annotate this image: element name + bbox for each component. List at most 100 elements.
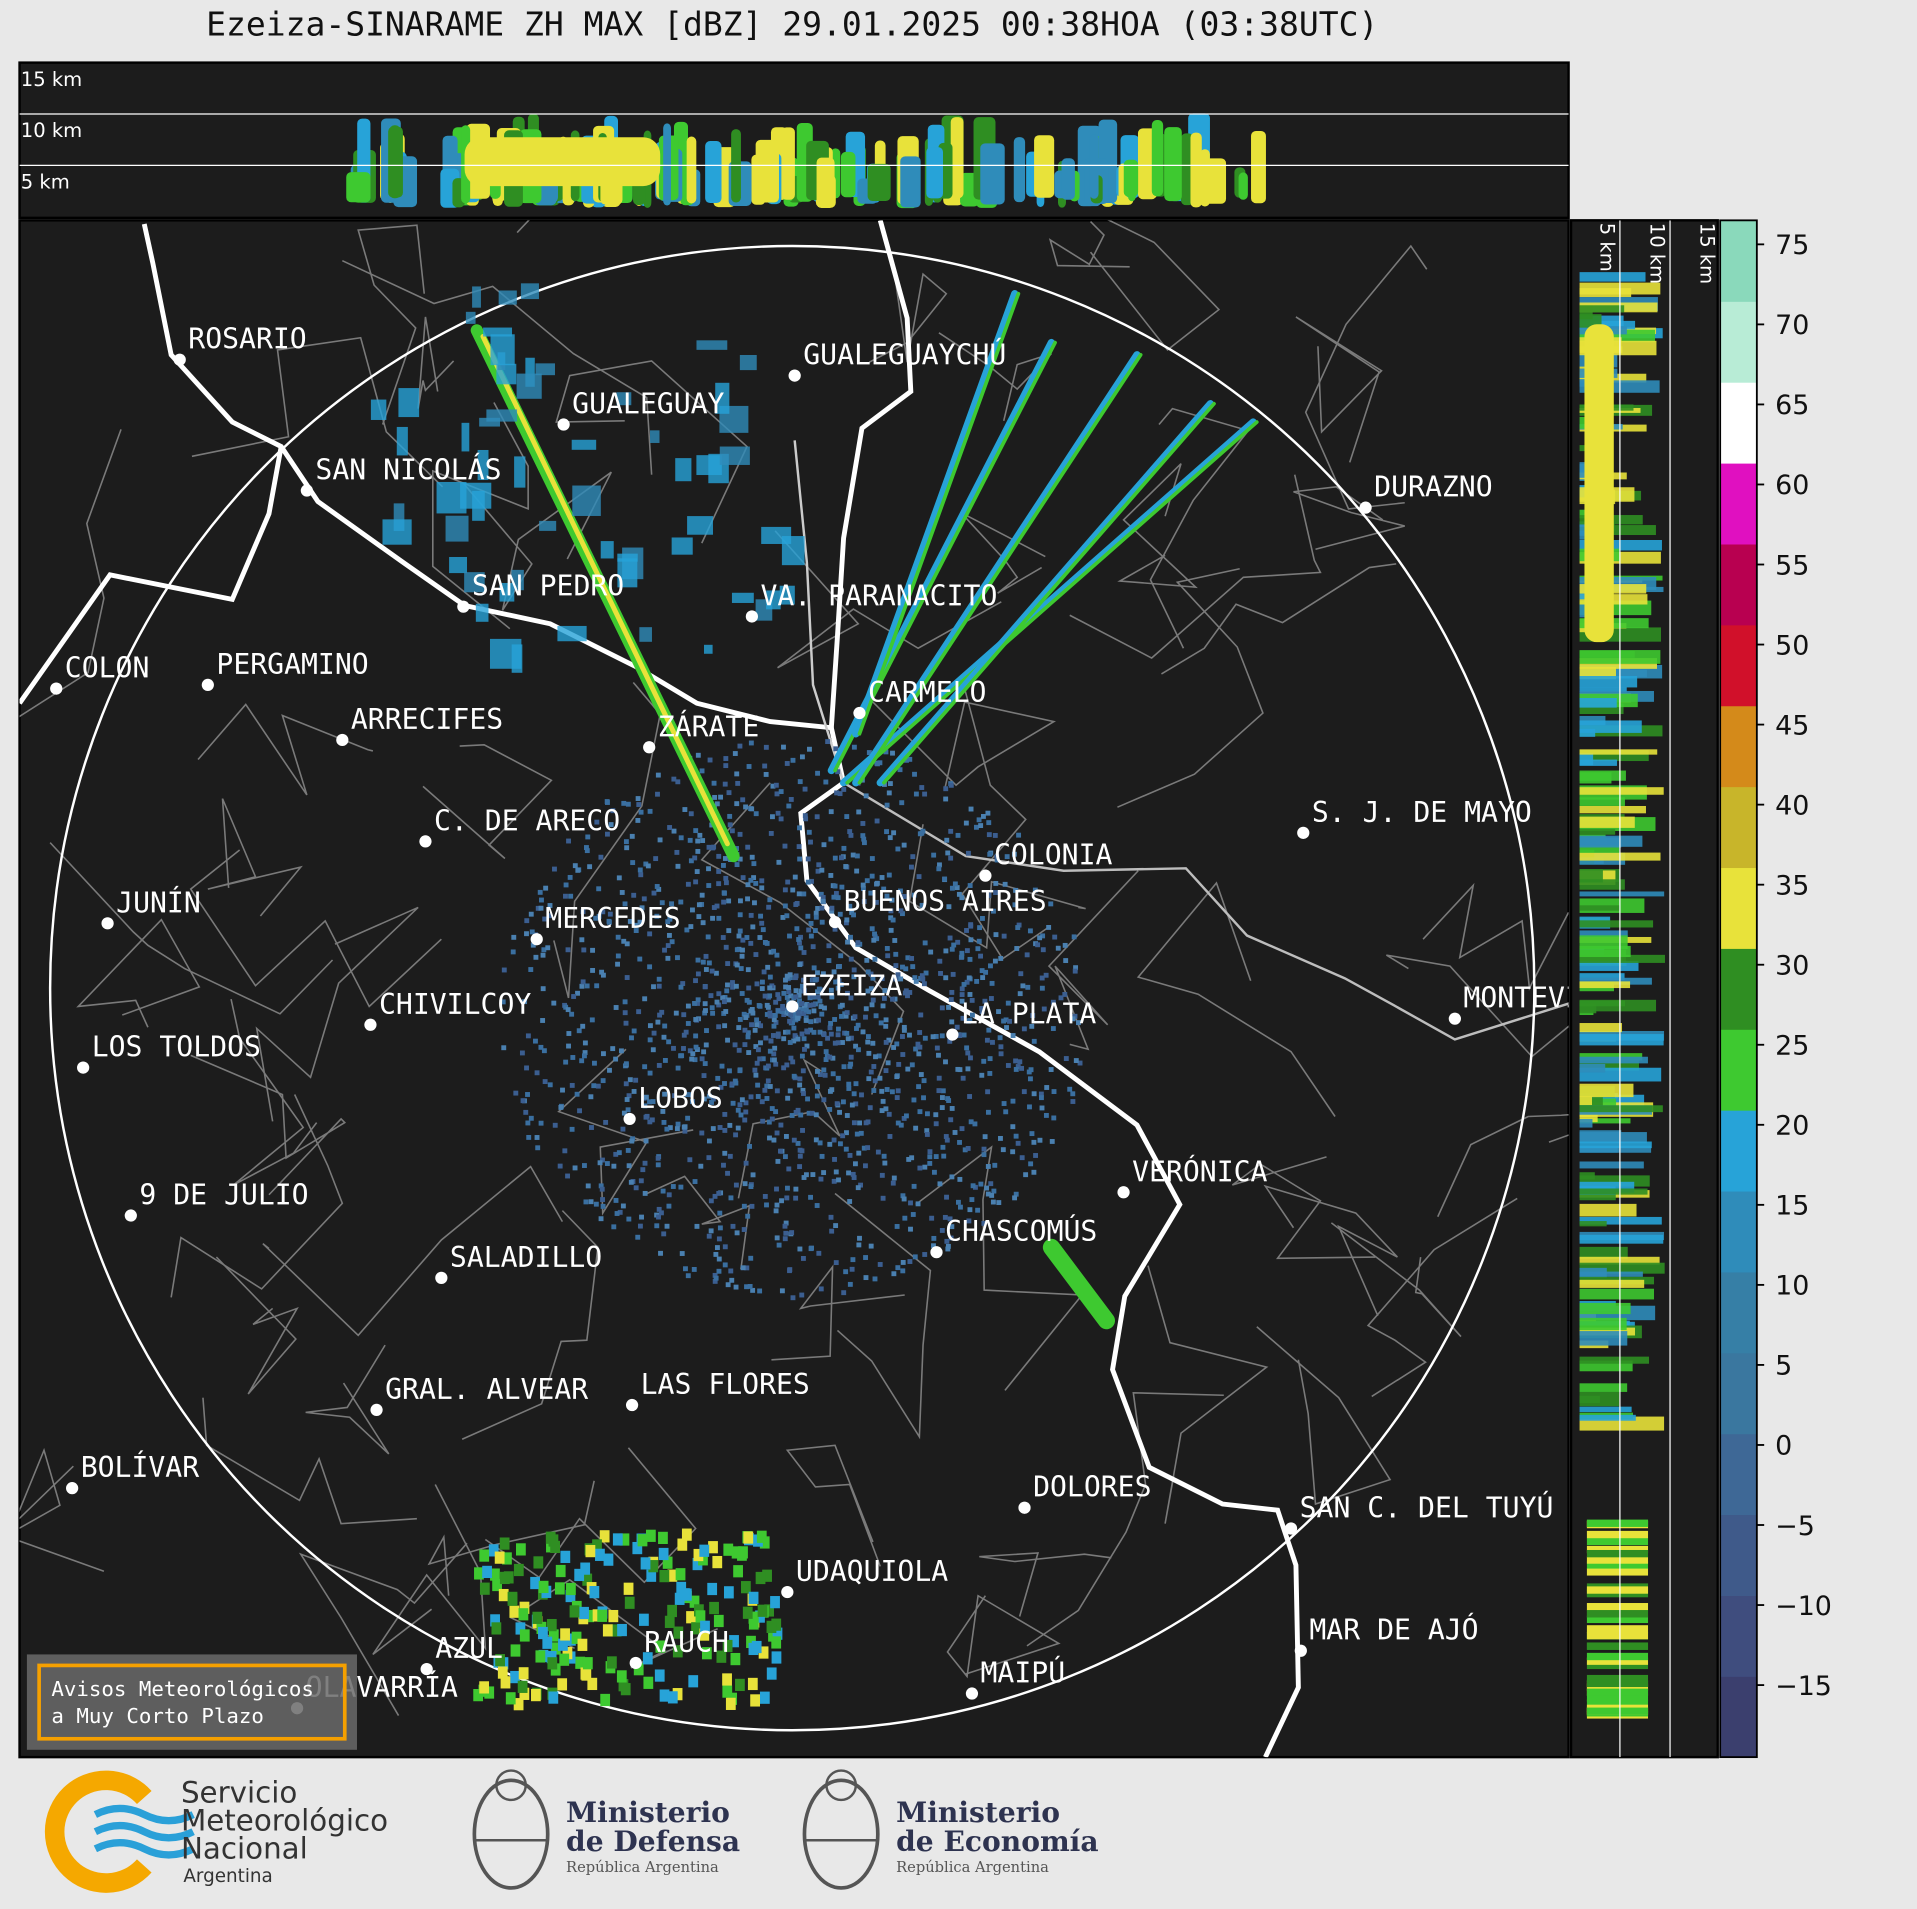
echo: [985, 1191, 991, 1197]
city-dot: [77, 1061, 90, 1074]
echo: [766, 1119, 772, 1125]
echo: [850, 1171, 856, 1177]
echo: [525, 1033, 531, 1039]
echo: [538, 1580, 549, 1594]
boundary: [960, 511, 1046, 594]
echo: [735, 780, 741, 786]
echo: [794, 900, 800, 906]
echo: [872, 931, 877, 937]
echo: [382, 519, 412, 545]
echo: [648, 1560, 659, 1573]
echo: [687, 1157, 693, 1163]
echo: [887, 1134, 893, 1139]
echo: [575, 867, 581, 873]
echo: [775, 810, 781, 816]
echo: [1579, 1356, 1650, 1364]
echo: [948, 1235, 954, 1241]
echo: [734, 862, 740, 868]
echo: [624, 975, 630, 980]
echo: [722, 1150, 728, 1156]
echo: [596, 886, 602, 892]
echo: [1579, 920, 1654, 928]
echo: [846, 1086, 852, 1091]
city-label: VA. PARANACITO: [760, 579, 997, 612]
echo: [829, 908, 835, 914]
echo: [775, 1033, 781, 1039]
city-label: CHIVILCOY: [379, 988, 531, 1021]
colorbar-tick-label: 30: [1775, 951, 1809, 982]
echo: [895, 1120, 901, 1126]
echo: [881, 1153, 887, 1159]
echo: [880, 1098, 886, 1104]
city-dot: [745, 610, 758, 623]
echo: [665, 955, 671, 961]
echo: [616, 1670, 627, 1683]
echo: [755, 1047, 761, 1053]
echo: [1052, 934, 1058, 940]
echo: [626, 1093, 632, 1099]
echo: [1579, 272, 1646, 282]
echo: [667, 1604, 677, 1618]
colorbar-band: [1720, 301, 1757, 383]
echo: [531, 1688, 541, 1702]
echo: [793, 1186, 799, 1192]
colorbar-band: [1720, 1029, 1757, 1111]
echo: [912, 975, 918, 981]
echo: [931, 1169, 937, 1175]
echo: [796, 937, 802, 942]
echo: [780, 1006, 786, 1012]
echo: [679, 1251, 685, 1256]
echo: [1579, 703, 1624, 715]
echo: [892, 938, 898, 943]
echo: [826, 943, 832, 949]
echo: [869, 1002, 875, 1008]
echo: [538, 1626, 548, 1640]
echo: [688, 1675, 699, 1688]
echo: [769, 1106, 775, 1111]
echo: [696, 902, 702, 908]
echo: [739, 1097, 745, 1103]
echo: [1007, 1018, 1012, 1024]
echo: [530, 1576, 540, 1590]
echo: [1003, 1017, 1009, 1023]
echo: [703, 1042, 709, 1048]
echo: [1063, 958, 1069, 964]
echo: [1019, 1065, 1025, 1071]
echo: [848, 934, 853, 940]
echo: [825, 1035, 831, 1041]
echo: [511, 644, 523, 673]
echo: [563, 882, 569, 888]
echo: [460, 482, 492, 509]
echo: [666, 932, 672, 938]
echo: [511, 934, 517, 940]
boundary: [341, 259, 653, 475]
echo: [968, 806, 974, 812]
echo: [905, 993, 910, 999]
echo: [1579, 1360, 1633, 1372]
echo: [838, 982, 844, 988]
echo: [1062, 992, 1068, 997]
echo: [733, 1080, 739, 1086]
echo: [749, 1022, 755, 1028]
echo: [1023, 1172, 1029, 1178]
echo: [692, 1057, 698, 1063]
logo-smn: Servicio Meteorológico Nacional Argentin…: [44, 1770, 388, 1893]
echo: [912, 1254, 918, 1260]
boundary: [557, 1048, 694, 1216]
echo: [858, 1182, 864, 1188]
city-label: S. J. DE MAYO: [1312, 796, 1532, 829]
colorbar-tick-label: 45: [1775, 710, 1809, 741]
city-dot: [930, 1246, 943, 1259]
echo: [844, 1010, 850, 1016]
echo: [693, 1033, 699, 1039]
echo: [831, 969, 837, 975]
echo: [980, 975, 986, 981]
echo: [1015, 1064, 1021, 1069]
echo: [1063, 1056, 1069, 1061]
echo: [1039, 1095, 1044, 1101]
echo: [656, 1062, 662, 1068]
echo: [873, 899, 879, 905]
echo: [803, 1015, 809, 1021]
boundary: [1161, 563, 1397, 675]
echo: [696, 340, 728, 350]
